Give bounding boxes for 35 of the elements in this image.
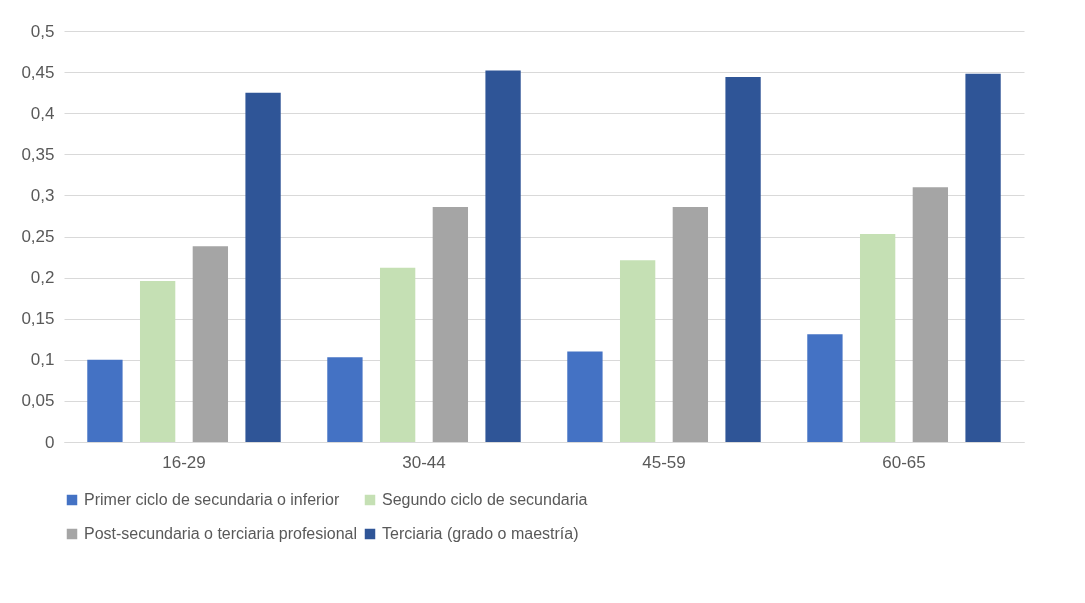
x-tick-label: 30-44 [402, 452, 446, 472]
bar [725, 77, 761, 442]
bar [619, 260, 656, 442]
x-tick-label: 16-29 [162, 452, 206, 472]
x-tick-label: 60-65 [882, 452, 926, 472]
legend-label: Terciaria (grado o maestría) [382, 525, 579, 542]
y-tick-label: 0,35 [21, 144, 55, 164]
bar [807, 334, 843, 442]
legend-label: Post-secundaria o terciaria profesional [84, 525, 358, 542]
y-tick-label: 0,05 [21, 391, 55, 411]
bar [139, 280, 176, 442]
bar [567, 351, 603, 442]
bar [327, 357, 363, 442]
y-tick-label: 0,3 [30, 185, 55, 205]
bar [192, 246, 229, 442]
x-tick-label: 45-59 [642, 452, 686, 472]
y-tick-label: 0,5 [30, 21, 55, 41]
bar [432, 206, 469, 442]
bar [859, 234, 896, 442]
y-tick-label: 0,4 [30, 103, 55, 123]
bar [965, 73, 1001, 442]
y-tick-label: 0,1 [30, 350, 55, 370]
bar [379, 267, 416, 442]
bar [87, 359, 123, 442]
y-tick-label: 0,45 [21, 62, 55, 82]
y-tick-label: 0,2 [30, 268, 55, 288]
y-tick-label: 0,15 [21, 309, 55, 329]
bar [672, 206, 709, 442]
y-tick-label: 0 [45, 432, 55, 452]
y-tick-label: 0,25 [21, 227, 55, 246]
legend-label: Segundo ciclo de secundaria [382, 491, 588, 508]
bar [245, 92, 281, 442]
bar [485, 70, 521, 442]
legend-label: Primer ciclo de secundaria o inferior [84, 491, 340, 508]
bar [912, 187, 949, 442]
